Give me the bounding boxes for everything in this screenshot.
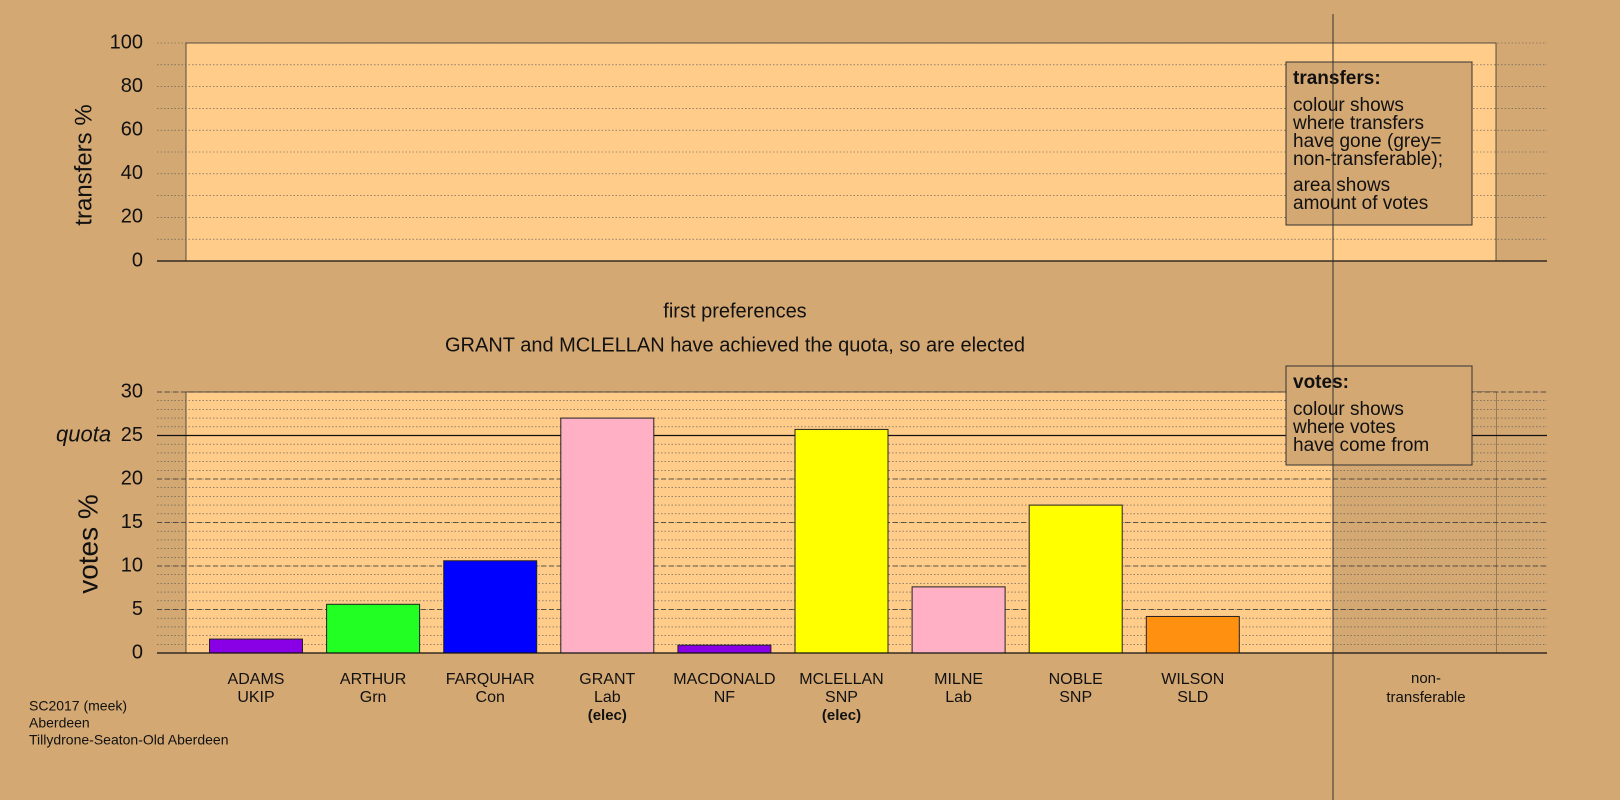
x-tick-label: ARTHUR <box>340 671 406 688</box>
party-label: NF <box>714 689 736 706</box>
bar <box>209 638 303 654</box>
note-title: votes: <box>1293 372 1349 393</box>
bar <box>794 428 889 654</box>
y-tick-label: 100 <box>110 31 143 53</box>
x-tick-label: MILNE <box>934 671 983 688</box>
y-tick-label: 20 <box>121 206 143 228</box>
y-tick-label: 30 <box>121 380 143 402</box>
y-tick-label: 60 <box>121 118 143 140</box>
bar <box>560 417 655 654</box>
bar <box>911 586 1006 654</box>
party-label: Lab <box>945 689 972 706</box>
party-label: Con <box>476 689 505 706</box>
party-label: SNP <box>825 689 858 706</box>
note-line: colour shows <box>1293 95 1404 116</box>
chart-title: first preferences <box>663 300 806 322</box>
quota-label: quota <box>56 421 111 446</box>
party-label: Grn <box>360 689 387 706</box>
status-label: (elec) <box>822 707 861 724</box>
x-tick-label: ADAMS <box>228 671 285 688</box>
note-line: amount of votes <box>1293 193 1428 214</box>
party-label: SLD <box>1177 689 1208 706</box>
x-tick-label: non- <box>1411 670 1441 687</box>
bar <box>1145 615 1240 654</box>
y-tick-label: 5 <box>132 598 143 620</box>
footer-line: Aberdeen <box>29 715 90 731</box>
y-tick-label: 80 <box>121 75 143 97</box>
x-tick-label: MACDONALD <box>673 671 775 688</box>
x-tick-label: MCLELLAN <box>799 671 883 688</box>
bar <box>1028 504 1123 654</box>
note-line: where transfers <box>1292 113 1424 134</box>
bar <box>326 603 421 654</box>
party-label: UKIP <box>237 689 274 706</box>
note-line: where votes <box>1292 417 1395 438</box>
y-tick-label: 10 <box>121 554 143 576</box>
y-axis-label: transfers % <box>70 104 97 225</box>
chart-subtitle: GRANT and MCLELLAN have achieved the quo… <box>445 334 1025 356</box>
note-line: area shows <box>1293 175 1390 196</box>
y-tick-label: 20 <box>121 467 143 489</box>
x-tick-label: transferable <box>1386 689 1465 706</box>
note-line: colour shows <box>1293 399 1404 420</box>
status-label: (elec) <box>588 707 627 724</box>
x-tick-label: WILSON <box>1161 671 1224 688</box>
party-label: Lab <box>594 689 621 706</box>
footer-line: Tillydrone-Seaton-Old Aberdeen <box>29 732 229 748</box>
y-tick-label: 25 <box>121 424 143 446</box>
x-tick-label: NOBLE <box>1049 671 1103 688</box>
note-line: non-transferable); <box>1293 149 1443 170</box>
y-tick-label: 0 <box>132 249 143 271</box>
bar <box>677 644 772 654</box>
y-tick-label: 40 <box>121 162 143 184</box>
note-line: have gone (grey= <box>1293 131 1441 152</box>
note-box <box>1285 365 1473 466</box>
party-label: SNP <box>1059 689 1092 706</box>
y-tick-label: 15 <box>121 511 143 533</box>
y-axis-label: votes % <box>72 494 103 594</box>
bar <box>443 560 538 654</box>
note-line: have come from <box>1293 435 1429 456</box>
x-tick-label: FARQUHAR <box>446 671 535 688</box>
footer-line: SC2017 (meek) <box>29 698 127 714</box>
note-title: transfers: <box>1293 68 1381 89</box>
x-tick-label: GRANT <box>579 671 635 688</box>
y-tick-label: 0 <box>132 641 143 663</box>
note-box <box>1285 61 1473 226</box>
